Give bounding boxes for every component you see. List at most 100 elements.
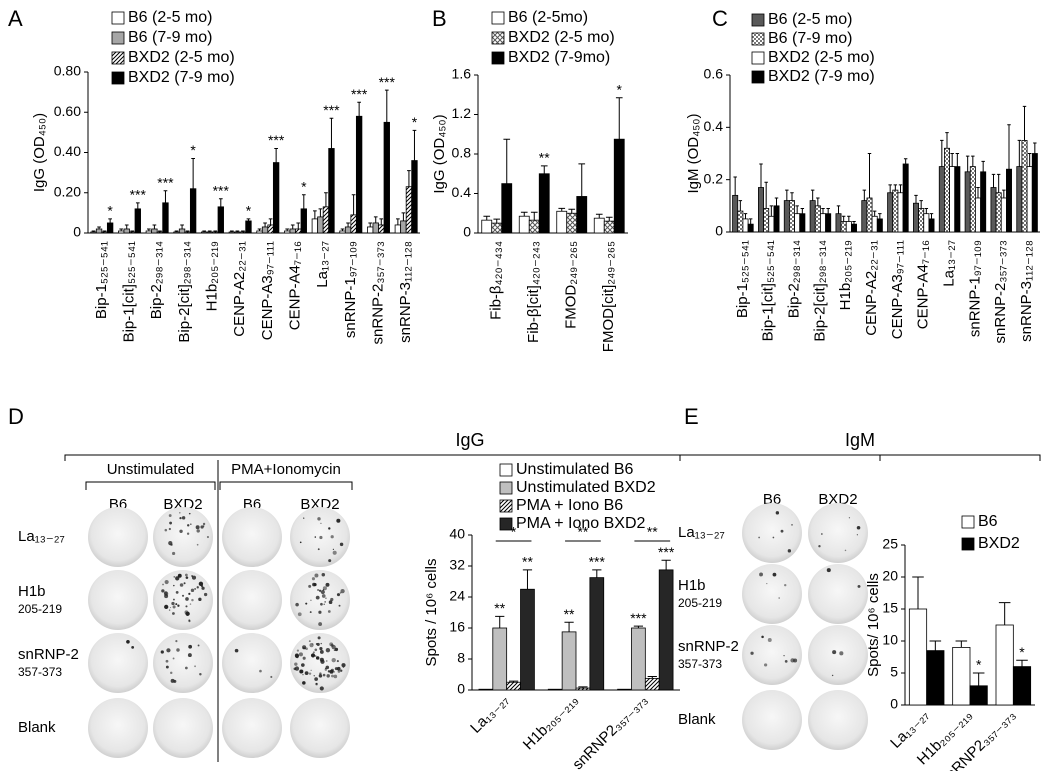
row-label: snRNP-2 xyxy=(678,638,739,655)
spot xyxy=(200,584,204,588)
bar xyxy=(964,171,971,233)
legend-label: BXD2 (7-9 mo) xyxy=(128,69,235,86)
spot xyxy=(198,597,202,602)
spot xyxy=(336,666,341,671)
error-bar xyxy=(633,625,644,628)
spot xyxy=(171,601,175,606)
legend-label: B6 (7-9 mo) xyxy=(128,29,212,46)
bar xyxy=(876,218,883,233)
spot xyxy=(310,599,312,602)
spot xyxy=(179,512,181,514)
bar xyxy=(995,192,1002,233)
error-bar xyxy=(218,198,223,207)
bar xyxy=(272,162,280,234)
error-bar xyxy=(647,675,657,679)
x-tick-label: FMOD₂₄₉₋₂₆₅ xyxy=(563,241,580,329)
error-bar xyxy=(903,158,908,164)
error-bar xyxy=(981,160,985,172)
y-tick-label: 0 xyxy=(73,224,81,240)
bar xyxy=(897,192,904,233)
error-bar xyxy=(940,139,944,167)
row-sublabel: 205-219 xyxy=(18,602,62,616)
bar xyxy=(923,213,930,233)
bar xyxy=(355,115,363,234)
y-tick-label: 25 xyxy=(882,536,898,552)
significance-label: * xyxy=(107,203,113,219)
bar xyxy=(742,218,749,233)
spot xyxy=(172,598,175,601)
bar xyxy=(478,688,494,691)
well xyxy=(222,570,282,630)
significance-label: *** xyxy=(658,544,675,560)
error-bar xyxy=(972,672,985,686)
spot xyxy=(304,671,309,676)
spot xyxy=(172,612,175,615)
spot xyxy=(328,600,333,605)
bar xyxy=(840,221,847,233)
error-bar xyxy=(91,230,96,232)
y-tick-label: 0 xyxy=(457,681,465,697)
bar xyxy=(861,200,868,233)
significance-label: *** xyxy=(213,182,230,198)
legend-label: B6 (2-5 mo) xyxy=(128,9,212,26)
spot xyxy=(857,584,861,588)
legend-swatch xyxy=(961,537,975,551)
spot xyxy=(309,611,312,614)
bar xyxy=(145,230,153,234)
spot xyxy=(319,535,323,540)
error-bar xyxy=(929,213,934,219)
error-bar xyxy=(373,216,378,223)
significance-label: *** xyxy=(379,74,396,90)
bar xyxy=(783,200,790,233)
x-tick-label: Fib-β₄₂₀₋₄₃₄ xyxy=(488,241,505,320)
row-label: La₁₃₋₂₇ xyxy=(678,524,725,541)
bar xyxy=(328,148,335,234)
bar xyxy=(799,213,806,233)
bar xyxy=(887,192,894,233)
spot xyxy=(775,511,780,515)
spot xyxy=(317,636,321,640)
error-bar xyxy=(898,184,903,193)
error-bar xyxy=(285,228,290,231)
spot xyxy=(302,681,306,685)
spot xyxy=(332,550,337,555)
x-tick-label: snRNP-3₁₁₂₋₁₂₈ xyxy=(397,241,414,343)
bar xyxy=(261,226,269,234)
error-bar xyxy=(991,173,996,188)
error-bar xyxy=(108,218,112,223)
spot xyxy=(791,523,793,526)
legend-swatch xyxy=(111,31,125,45)
spot xyxy=(318,610,322,614)
error-bar xyxy=(878,213,882,219)
legend-label: B6 xyxy=(978,513,998,530)
spot xyxy=(185,576,189,579)
error-bar xyxy=(483,215,491,221)
spot xyxy=(299,541,302,544)
well xyxy=(153,698,213,758)
well xyxy=(222,507,282,567)
error-bar xyxy=(246,218,251,221)
bar xyxy=(576,196,588,234)
error-bar xyxy=(163,190,168,203)
x-tick-label: snRNP-2₃₅₇₋₃₇₃ xyxy=(992,240,1009,343)
bar xyxy=(658,569,674,691)
x-tick-label: snRNP-1₉₇₋₁₀₉ xyxy=(342,241,359,338)
y-tick-label: 0.8 xyxy=(452,145,472,161)
spot xyxy=(784,660,788,663)
spot xyxy=(821,533,823,535)
spot xyxy=(302,656,306,660)
spot xyxy=(331,644,336,650)
spot xyxy=(186,532,190,535)
spot xyxy=(778,597,780,599)
spot xyxy=(190,588,195,593)
well xyxy=(88,507,148,567)
spot xyxy=(126,639,130,644)
bar xyxy=(106,222,114,234)
spot xyxy=(196,586,199,589)
panel-label: E xyxy=(684,404,699,429)
bracket-label: ** xyxy=(577,524,588,540)
spot xyxy=(197,644,200,647)
well xyxy=(153,570,213,630)
bar xyxy=(938,166,945,233)
y-tick-label: 5 xyxy=(890,664,898,680)
